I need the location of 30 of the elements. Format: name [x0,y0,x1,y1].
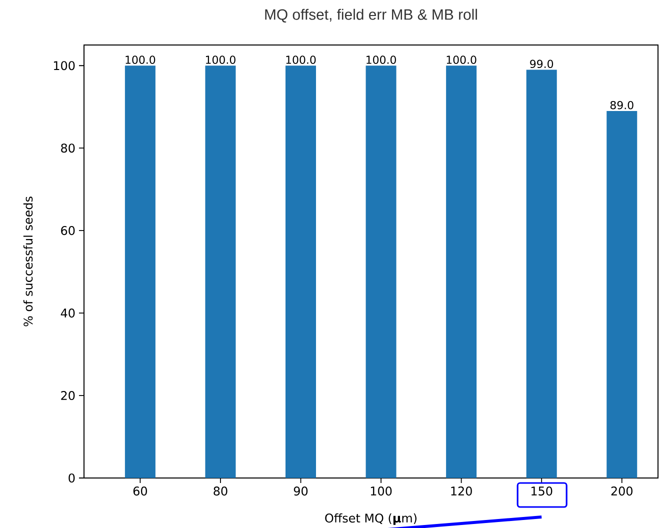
bar [366,66,396,478]
y-tick-label: 0 [68,473,75,483]
x-tick-label: 60 [133,486,148,496]
data-label: 100.0 [206,56,236,64]
x-tick-label: 150 [532,486,552,496]
bar [124,66,156,478]
x-tick-label: 90 [294,486,308,496]
x-tick-label: 200 [611,486,632,496]
x-tick-label: 100 [370,486,392,496]
y-tick-label: 40 [60,308,75,318]
x-axis-title: Offset MQ (µm) [325,513,416,525]
data-label: 100.0 [126,56,156,64]
data-label: 100.0 [286,56,316,64]
y-tick-label: 60 [61,226,75,236]
data-label: 99.0 [530,60,554,68]
y-tick-label: 80 [61,144,75,153]
data-label: 89.0 [610,100,634,110]
bar [526,70,557,478]
y-axis-title: % of successful seeds [23,196,33,326]
bar [446,66,477,478]
bar [286,66,316,478]
x-tick-label: 120 [451,486,472,496]
bar [205,66,236,478]
data-label: 100.0 [366,56,396,64]
y-tick-label: 20 [61,391,75,400]
bar [606,110,638,478]
x-tick-label: 80 [214,486,228,496]
data-label: 100.0 [446,56,476,64]
chart-title: MQ offset, field err MB & MB roll [265,8,477,22]
y-tick-label: 100 [54,61,75,70]
